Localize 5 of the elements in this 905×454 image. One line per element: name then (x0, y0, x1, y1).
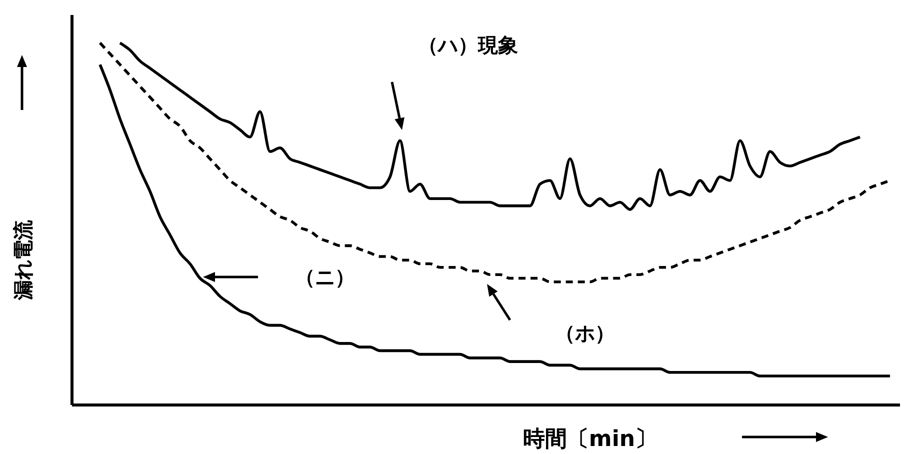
annotation: （ニ） (295, 265, 355, 289)
annotation: （ホ） (555, 321, 615, 345)
y-axis-title: 漏れ電流 (11, 219, 35, 301)
annotation: （ハ）現象 (418, 33, 518, 57)
x-axis-title: 時間〔min〕 (522, 427, 658, 452)
